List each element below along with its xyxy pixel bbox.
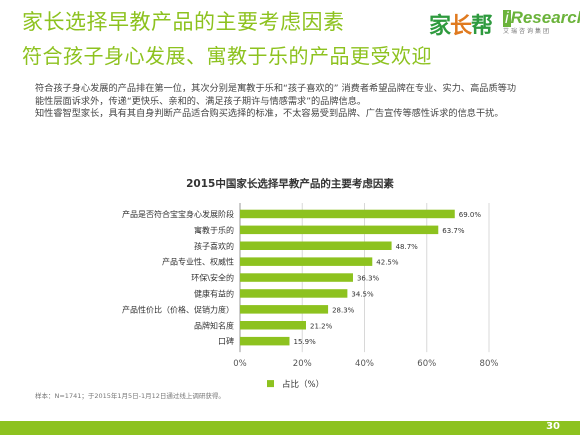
value-label: 15.9% bbox=[293, 338, 316, 346]
summary-line-3: 知性睿智型家长，具有其自身判断产品适合购买选择的标准，不太容易受到品牌、广告宣传… bbox=[35, 108, 504, 119]
category-label: 寓教于乐的 bbox=[194, 225, 234, 235]
logo-char-1: 家 bbox=[429, 14, 451, 39]
category-label: 产品性价比（价格、促销力度） bbox=[122, 304, 234, 314]
value-label: 28.3% bbox=[332, 306, 355, 314]
bar bbox=[240, 257, 373, 266]
bar bbox=[240, 241, 392, 250]
value-label: 63.7% bbox=[442, 227, 465, 235]
category-label: 品牌知名度 bbox=[194, 320, 234, 330]
page-title: 家长选择早教产品的主要考虑因素 bbox=[22, 10, 345, 34]
footer-bar: 30 bbox=[0, 421, 580, 435]
category-label: 环保\安全的 bbox=[191, 273, 234, 283]
value-label: 36.3% bbox=[357, 275, 380, 283]
logo-char-3: 帮 bbox=[471, 14, 493, 39]
bar bbox=[240, 321, 306, 330]
value-label: 48.7% bbox=[396, 243, 419, 251]
iresearch-logo-name: Research bbox=[510, 8, 580, 27]
x-tick-label: 20% bbox=[293, 359, 312, 369]
iresearch-logo-sub: 艾瑞咨询集团 bbox=[503, 29, 552, 35]
bar bbox=[240, 225, 439, 235]
iresearch-logo-i: i bbox=[503, 10, 511, 27]
value-label: 21.2% bbox=[310, 322, 333, 330]
bar bbox=[240, 305, 329, 314]
category-label: 孩子喜欢的 bbox=[194, 241, 234, 251]
value-label: 69.0% bbox=[459, 211, 482, 219]
logo-char-2: 长 bbox=[450, 14, 472, 39]
bar bbox=[240, 336, 290, 346]
legend-label: 占比（%） bbox=[282, 379, 324, 390]
x-tick-label: 80% bbox=[480, 359, 499, 369]
category-label: 产品专业性、权威性 bbox=[162, 257, 234, 267]
iresearch-logo: i Research 艾瑞咨询集团 bbox=[503, 8, 580, 35]
bar bbox=[240, 273, 353, 282]
summary-text: 符合孩子身心发展的产品排在第一位，其次分别是寓教于乐和“孩子喜欢的” 消费者希望… bbox=[35, 83, 555, 121]
page-subtitle: 符合孩子身心发展、寓教于乐的产品更受欢迎 bbox=[22, 44, 432, 68]
summary-line-1: 符合孩子身心发展的产品排在第一位，其次分别是寓教于乐和“孩子喜欢的” 消费者希望… bbox=[35, 83, 517, 94]
page-number: 30 bbox=[546, 421, 560, 432]
value-label: 42.5% bbox=[376, 259, 399, 267]
legend-swatch bbox=[267, 380, 274, 388]
jiazhangbang-logo: 家长帮 bbox=[429, 8, 493, 40]
source-note: 样本：N=1741；于2015年1月5日-1月12日通过线上调研获得。 bbox=[35, 392, 225, 400]
category-label: 口碑 bbox=[218, 336, 234, 346]
summary-line-2: 能性层面诉求外，传递“更快乐、亲和的、满足孩子期许与情感需求”的品牌信息。 bbox=[35, 95, 367, 107]
value-label: 34.5% bbox=[351, 290, 374, 298]
chart-title: 2015中国家长选择早教产品的主要考虑因素 bbox=[186, 178, 394, 190]
bar bbox=[240, 289, 348, 298]
x-tick-label: 0% bbox=[233, 359, 247, 369]
category-label: 健康有益的 bbox=[194, 288, 234, 298]
x-tick-label: 40% bbox=[355, 359, 374, 369]
bar bbox=[240, 209, 455, 219]
category-label: 产品是否符合宝宝身心发展阶段 bbox=[122, 209, 234, 219]
x-tick-label: 60% bbox=[417, 359, 436, 369]
